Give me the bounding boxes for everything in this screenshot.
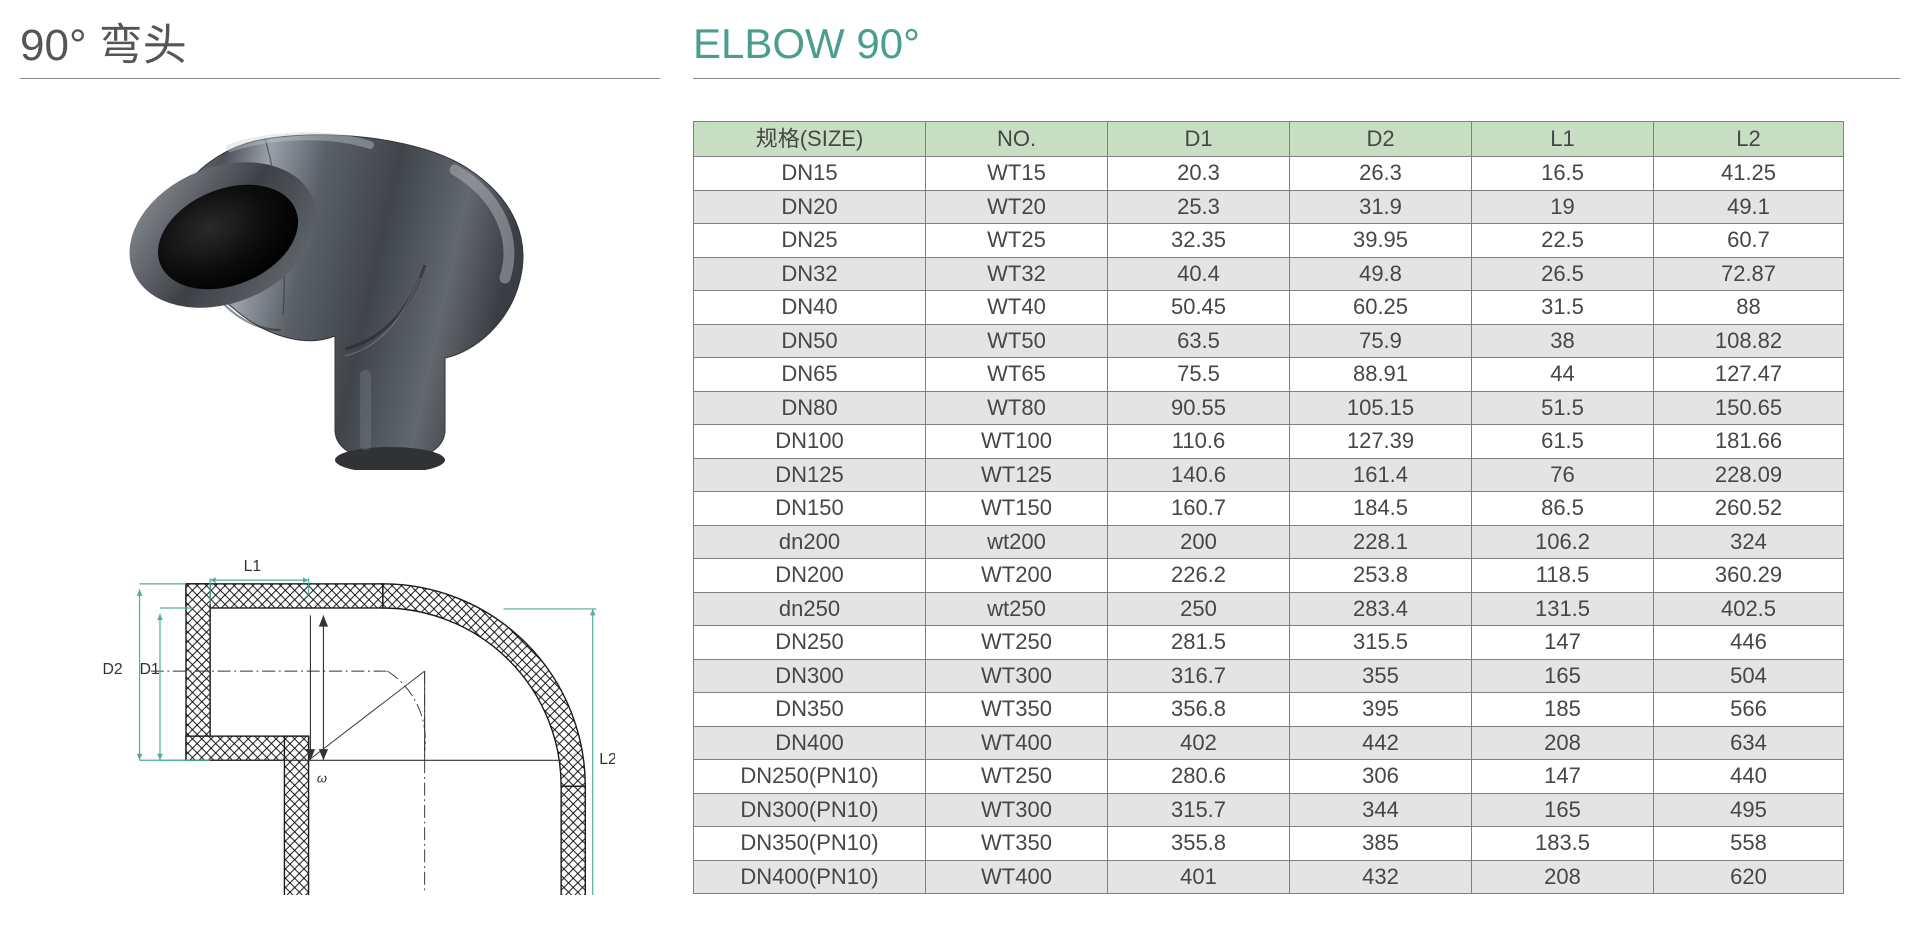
svg-text:D2: D2 bbox=[102, 661, 122, 678]
svg-text:L1: L1 bbox=[244, 558, 262, 575]
svg-text:L2: L2 bbox=[599, 751, 615, 768]
svg-text:ω: ω bbox=[317, 771, 327, 786]
svg-text:D1: D1 bbox=[140, 661, 160, 678]
